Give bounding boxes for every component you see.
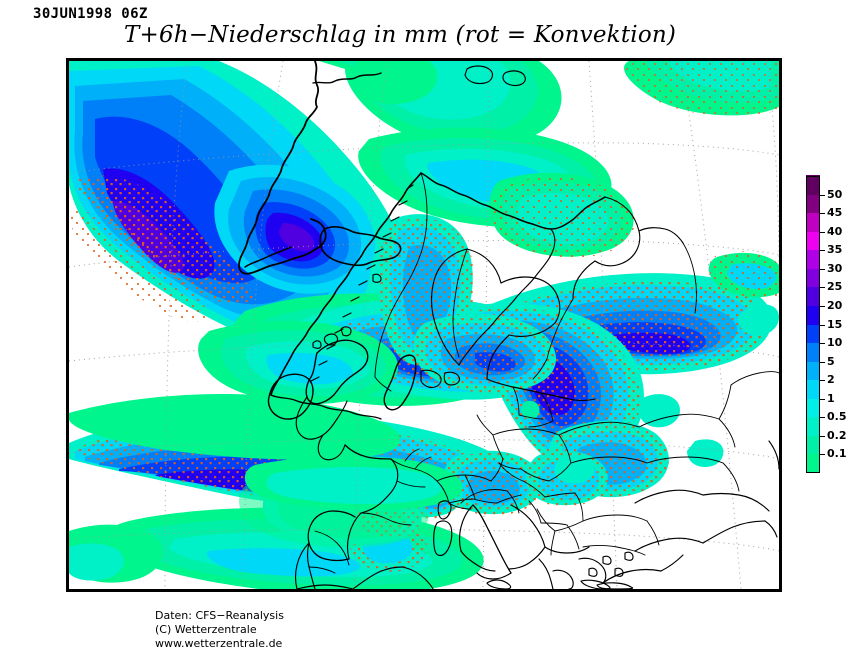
credits-line-url: www.wetterzentrale.de	[155, 637, 283, 650]
date-label: 30JUN1998 06Z	[33, 6, 148, 22]
colorbar-top-arrow	[806, 176, 820, 191]
colorbar-tick	[820, 435, 825, 437]
precip-north-misc	[624, 61, 779, 117]
credits-line-copyright: (C) Wetterzentrale	[155, 623, 257, 636]
colorbar-tick	[820, 305, 825, 307]
colorbar-band	[806, 249, 820, 269]
colorbar-tick	[820, 213, 825, 215]
colorbar-band	[806, 435, 820, 455]
colorbar-tick-label: 2	[827, 373, 835, 387]
colorbar-band	[806, 268, 820, 288]
precip-british-isles	[198, 320, 399, 405]
colorbar-band	[806, 231, 820, 251]
colorbar-tick-label: 30	[827, 261, 843, 275]
colorbar-tick-label: 5	[827, 354, 835, 368]
precip-field	[69, 61, 779, 589]
colorbar-tick	[820, 380, 825, 382]
precip-biscay-green	[69, 393, 401, 460]
colorbar-tick-label: 20	[827, 298, 843, 312]
colorbar-tick	[820, 287, 825, 289]
colorbar-tick-label: 1	[827, 391, 835, 405]
colorbar-tick-label: 50	[827, 187, 843, 201]
graticule	[69, 61, 779, 589]
colorbar-tick-label: 25	[827, 280, 843, 294]
precipitation-map[interactable]	[69, 61, 779, 589]
page-title: T+6h−Niederschlag in mm (rot = Konvektio…	[123, 22, 677, 48]
colorbar-band	[806, 379, 820, 399]
colorbar-tick-label: 35	[827, 243, 843, 257]
map-panel[interactable]	[66, 58, 782, 592]
colorbar-tick-label: 45	[827, 206, 843, 220]
colorbar-band	[806, 286, 820, 306]
precip-greenland-east	[351, 61, 438, 105]
colorbar-tick-label: 15	[827, 317, 843, 331]
colorbar-tick	[820, 417, 825, 419]
colorbar-tick	[820, 231, 825, 233]
precip-hungary	[555, 457, 595, 484]
colorbar-tick	[820, 361, 825, 363]
colorbar-band	[806, 342, 820, 362]
colorbar-band	[806, 416, 820, 436]
colorbar-tick-label: 0.1	[827, 447, 847, 461]
colorbar-tick	[820, 250, 825, 252]
colorbar-band	[806, 361, 820, 381]
colorbar-tick	[820, 454, 825, 456]
credits: Daten: CFS−Reanalysis (C) Wetterzentrale…	[155, 609, 284, 651]
precip-finland	[489, 172, 635, 259]
colorbar-tick-label: 10	[827, 336, 843, 350]
colorbar-tick	[820, 194, 825, 196]
colorbar-band	[806, 453, 820, 473]
colorbar-tick-label: 0.2	[827, 428, 847, 442]
colorbar-tick	[820, 398, 825, 400]
colorbar-band	[806, 212, 820, 232]
credits-line-data: Daten: CFS−Reanalysis	[155, 609, 284, 622]
colorbar-band	[806, 398, 820, 418]
colorbar-tick	[820, 268, 825, 270]
colorbar-band	[806, 305, 820, 325]
colorbar: 50 45 40 35 30 25 20 15 10 5 2 1 0.5 0.2 0.1	[806, 175, 847, 473]
colorbar-tick-label: 0.5	[827, 410, 847, 424]
colorbar-tick	[820, 324, 825, 326]
colorbar-tick	[820, 343, 825, 345]
precip-denmark	[413, 313, 557, 394]
colorbar-band	[806, 193, 820, 214]
precip-scattered-east	[521, 251, 779, 467]
colorbar-band	[806, 323, 820, 344]
colorbar-tick-label: 40	[827, 224, 843, 238]
coastlines	[238, 61, 779, 589]
